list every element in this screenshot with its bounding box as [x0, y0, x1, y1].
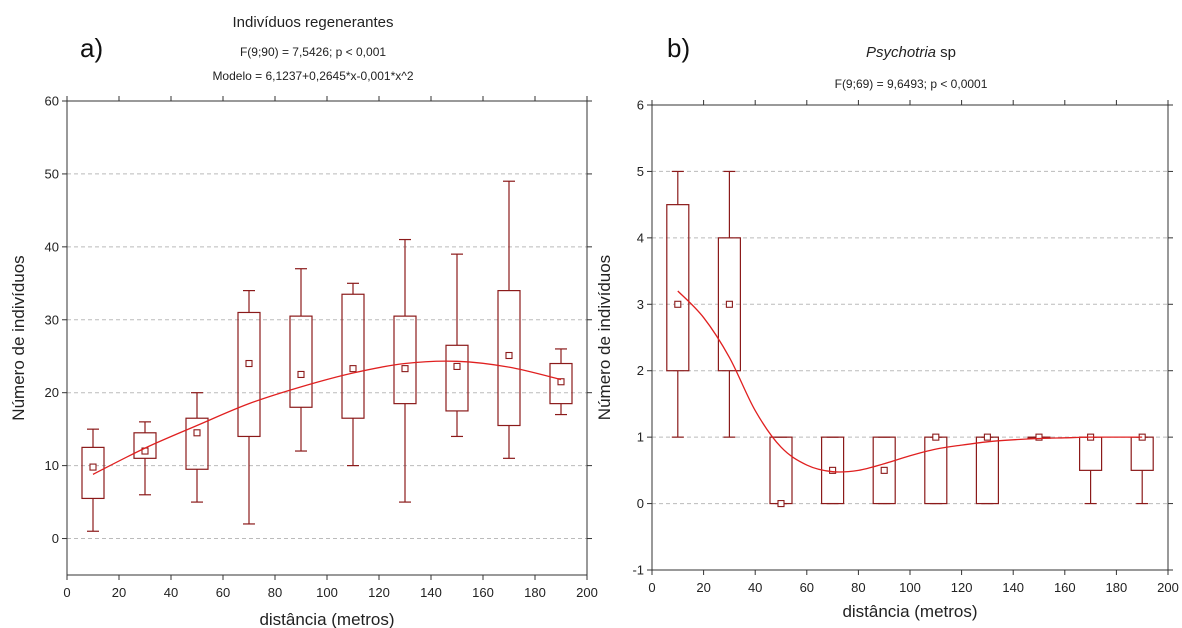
x-tick-label: 100: [316, 585, 338, 600]
median-marker: [505, 351, 513, 360]
box: [717, 237, 742, 372]
x-tick-label: 60: [800, 580, 814, 595]
box: [393, 315, 417, 405]
panel-a-title: Indivíduos regenerantes: [233, 14, 394, 31]
x-tick-label: 80: [851, 580, 865, 595]
median-marker: [983, 433, 991, 441]
box: [549, 362, 573, 405]
x-axis-label: distância (metros): [259, 610, 394, 628]
x-tick-label: 40: [748, 580, 762, 595]
median-marker: [725, 300, 733, 308]
x-tick-label: 100: [899, 580, 921, 595]
panel-a-model-line: Modelo = 6,1237+0,2645*x-0,001*x^2: [212, 69, 413, 83]
y-tick-label: 5: [637, 164, 644, 179]
y-tick-label: 3: [637, 297, 644, 312]
box: [133, 432, 157, 459]
panel-b-title: Psychotria sp: [866, 44, 956, 61]
panel-b-stat-line: F(9;69) = 9,6493; p < 0,0001: [835, 77, 988, 91]
panel-a-plot: 0 10 20 30 40 50 60 0 20 40 60 80 100 120 140 160 180 200…: [9, 94, 598, 628]
x-tick-label: 160: [1054, 580, 1076, 595]
median-marker: [453, 362, 461, 370]
x-tick-label: 60: [216, 585, 230, 600]
box: [1130, 436, 1154, 471]
y-tick-label: 6: [637, 98, 644, 113]
y-tick-label: 60: [45, 94, 59, 109]
fitted-curve: [92, 360, 562, 475]
median-marker: [777, 500, 785, 508]
median-marker: [349, 365, 357, 373]
panel-b-title-rest: sp: [936, 44, 956, 61]
y-tick-label: 10: [45, 458, 59, 473]
y-tick-label: 1: [637, 430, 644, 445]
plot-frame: [66, 100, 588, 576]
y-axis-label: Número de indivíduos: [9, 255, 28, 420]
box: [185, 417, 209, 470]
box: [289, 315, 313, 408]
x-axis-label: distância (metros): [842, 602, 977, 621]
x-tick-label: 140: [420, 585, 442, 600]
box: [497, 290, 521, 427]
median-marker: [557, 378, 565, 386]
median-marker: [297, 370, 305, 379]
x-tick-label: 40: [164, 585, 178, 600]
panel-b-label: b): [667, 33, 690, 63]
x-tick-label: 180: [1106, 580, 1128, 595]
median-marker: [932, 433, 940, 441]
box: [445, 344, 469, 412]
y-tick-label: 4: [637, 230, 644, 245]
x-tick-label: 20: [696, 580, 710, 595]
median-marker: [829, 466, 837, 474]
box: [81, 446, 105, 500]
panel-a-label: a): [80, 33, 103, 63]
panel-b-title-italic: Psychotria: [866, 44, 936, 61]
x-tick-label: 0: [63, 585, 70, 600]
x-tick-label: 120: [368, 585, 390, 600]
x-tick-label: 140: [1002, 580, 1024, 595]
x-tick-label: 160: [472, 585, 494, 600]
y-tick-label: 2: [637, 363, 644, 378]
y-tick-label: 30: [45, 312, 59, 327]
median-marker: [674, 300, 682, 308]
median-marker: [89, 463, 97, 471]
median-marker: [880, 466, 888, 474]
x-tick-label: 180: [524, 585, 546, 600]
x-tick-label: 0: [648, 580, 655, 595]
y-tick-label: 50: [45, 166, 59, 181]
median-marker: [401, 365, 409, 373]
fitted-curve: [677, 290, 1143, 473]
box: [341, 293, 365, 419]
x-tick-label: 200: [1157, 580, 1179, 595]
panel-a-stat-line: F(9;90) = 7,5426; p < 0,001: [240, 45, 386, 59]
box: [237, 311, 261, 438]
box: [666, 204, 690, 372]
x-tick-label: 120: [951, 580, 973, 595]
y-tick-label: 0: [637, 496, 644, 511]
y-tick-label: -1: [632, 563, 644, 578]
x-tick-label: 200: [576, 585, 598, 600]
y-axis-label: Número de indivíduos: [595, 255, 614, 420]
box: [1078, 436, 1103, 471]
x-tick-label: 20: [112, 585, 126, 600]
y-tick-label: 0: [52, 531, 59, 546]
box: [975, 436, 1000, 505]
box: [872, 436, 896, 505]
y-tick-label: 40: [45, 239, 59, 254]
y-tick-label: 20: [45, 385, 59, 400]
median-marker: [1035, 433, 1043, 441]
x-tick-label: 80: [268, 585, 282, 600]
median-marker: [193, 429, 201, 437]
median-marker: [245, 359, 253, 368]
